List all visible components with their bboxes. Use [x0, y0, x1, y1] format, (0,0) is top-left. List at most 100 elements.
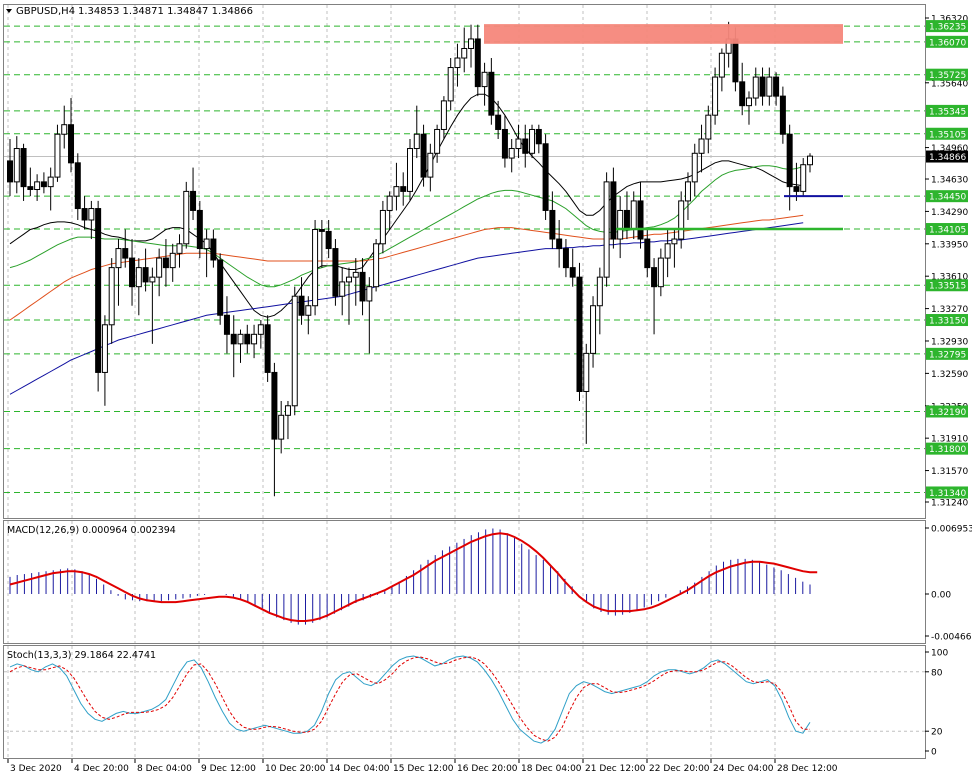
candle-body — [183, 190, 190, 245]
candle-body — [366, 286, 373, 302]
grid — [7, 5, 776, 758]
price-tick-label: 1.36320 — [931, 15, 968, 25]
candle — [596, 267, 603, 335]
level-price-tag — [926, 405, 968, 418]
candle-body — [20, 148, 27, 188]
candle-body — [149, 276, 156, 283]
candle — [318, 219, 325, 268]
candle-body — [101, 324, 108, 373]
candle-body — [305, 305, 312, 316]
candle-body — [759, 76, 766, 97]
candle-body — [590, 305, 597, 354]
candle-body — [386, 195, 393, 211]
candle — [759, 67, 766, 106]
candle-body — [556, 238, 563, 250]
candle-body — [732, 38, 739, 83]
candle-body — [47, 176, 54, 188]
candle-body — [434, 128, 441, 154]
candle — [237, 329, 244, 363]
level-price-label: 1.35725 — [929, 71, 966, 81]
candle — [142, 248, 149, 292]
candle-body — [359, 271, 366, 302]
candle — [115, 239, 122, 306]
time-tick-label: 8 Dec 04:00 — [137, 764, 192, 774]
candle — [617, 196, 624, 259]
resistance-zone — [484, 24, 843, 44]
candle-body — [793, 186, 800, 192]
candle — [291, 286, 298, 416]
candle — [108, 258, 115, 344]
candle-body — [203, 238, 210, 250]
candle-body — [176, 243, 183, 254]
candle — [298, 277, 305, 325]
candle-body — [549, 209, 556, 240]
candle-body — [325, 230, 332, 250]
candle-body — [576, 276, 583, 392]
level-price-label: 1.32795 — [929, 350, 966, 360]
candle-body — [129, 257, 136, 288]
candle-body — [583, 352, 590, 392]
candle — [257, 320, 264, 349]
candle-body — [515, 138, 522, 150]
candle-body — [495, 114, 502, 130]
candle-body — [603, 181, 610, 278]
candle — [766, 67, 773, 106]
time-tick-label: 9 Dec 12:00 — [201, 764, 256, 774]
candle — [515, 124, 522, 159]
candle — [440, 96, 447, 139]
time-tick-label: 3 Dec 2020 — [10, 764, 62, 774]
price-tick-label: 1.31240 — [931, 499, 968, 509]
symbol-timeframe: GBPUSD,H4 — [16, 6, 75, 17]
moving-average-blue — [9, 222, 804, 395]
candle — [461, 27, 468, 73]
candle-body — [610, 181, 617, 240]
candle — [244, 324, 251, 354]
candle — [13, 136, 20, 194]
candle-body — [474, 38, 481, 88]
candle — [27, 167, 34, 197]
candle — [529, 124, 536, 159]
candle — [488, 58, 495, 125]
time-tick-label: 21 Dec 12:00 — [585, 764, 646, 774]
candle-body — [61, 124, 68, 135]
stoch-tick-label: 0 — [931, 748, 937, 758]
candle — [345, 267, 352, 325]
candle — [800, 158, 807, 197]
candle-body — [379, 209, 386, 245]
candle-body — [352, 271, 359, 278]
candle — [712, 67, 719, 125]
candle — [718, 48, 725, 92]
candle-body — [95, 208, 102, 373]
candle-body — [115, 248, 122, 269]
candle — [508, 139, 515, 173]
candle-body — [705, 114, 712, 140]
candle-body — [596, 276, 603, 307]
candle — [183, 181, 190, 249]
level-price-tag — [926, 104, 968, 117]
candle-body — [217, 259, 224, 316]
current-price-label: 1.34866 — [929, 153, 966, 163]
candle-body — [264, 324, 271, 373]
candle — [684, 172, 691, 220]
candle-body — [745, 97, 752, 107]
candle — [522, 124, 529, 168]
candle-body — [766, 76, 773, 97]
candle-body — [535, 128, 542, 145]
time-tick-label: 16 Dec 20:00 — [457, 764, 518, 774]
level-price-label: 1.31340 — [929, 489, 966, 499]
candle — [34, 174, 41, 201]
candle-body — [630, 200, 637, 231]
candle-body — [671, 238, 678, 245]
candle — [379, 200, 386, 254]
candle — [162, 239, 169, 287]
candle — [54, 124, 61, 182]
candle-body — [501, 128, 508, 159]
level-price-tag — [926, 190, 968, 203]
symbol-dropdown-icon[interactable] — [6, 9, 12, 13]
candle — [284, 401, 291, 440]
level-price-label: 1.31800 — [929, 445, 966, 455]
candle-body — [332, 248, 339, 297]
time-tick-label: 14 Dec 04:00 — [329, 764, 390, 774]
candle — [556, 219, 563, 268]
time-tick-label: 24 Dec 04:00 — [713, 764, 774, 774]
